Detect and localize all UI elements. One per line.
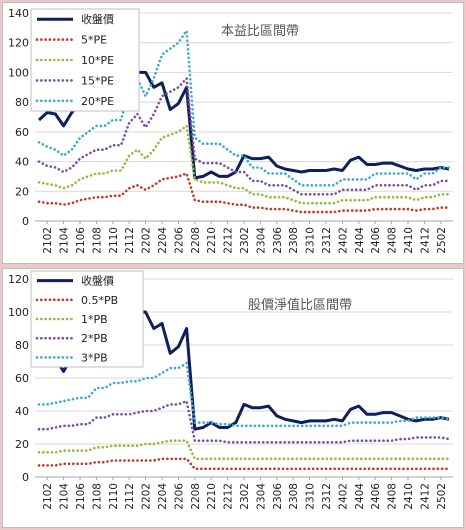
pb-band-chart-panel: 0 20 40 60 80 100 120 2102 2104 2106 2108 2110 2112 2… bbox=[2, 268, 464, 528]
legend-entry: 15*PE bbox=[81, 74, 114, 87]
series-line-4 bbox=[37, 27, 451, 187]
x-tick-label: 2208 bbox=[190, 227, 202, 254]
legend-box bbox=[30, 270, 144, 368]
legend-entry: 2*PB bbox=[81, 332, 108, 345]
x-tick-label: 2408 bbox=[387, 483, 399, 510]
series-line-1 bbox=[37, 457, 451, 471]
legend-entry: 3*PB bbox=[81, 351, 108, 364]
x-tick-label: 2502 bbox=[436, 227, 448, 254]
x-tick-label: 2104 bbox=[59, 227, 71, 254]
x-tick-label: 2108 bbox=[91, 483, 103, 510]
x-tick-label: 2210 bbox=[206, 483, 218, 510]
x-tick-label: 2404 bbox=[354, 483, 366, 510]
legend-entry: 收盤價 bbox=[81, 12, 114, 26]
x-tick-label: 2406 bbox=[370, 483, 382, 510]
x-tick-label: 2110 bbox=[108, 227, 120, 254]
x-tick-label: 2104 bbox=[59, 483, 71, 510]
y-tick-label: 20 bbox=[15, 438, 29, 451]
x-tick-label: 2308 bbox=[288, 483, 300, 510]
series-line-1 bbox=[37, 171, 451, 214]
x-tick-label: 2106 bbox=[75, 227, 87, 254]
legend-entry: 收盤價 bbox=[81, 274, 114, 288]
legend-entry: 0.5*PB bbox=[81, 294, 118, 307]
y-tick-label: 40 bbox=[15, 405, 29, 418]
y-tick-label: 0 bbox=[22, 471, 29, 484]
legend-entry: 20*PE bbox=[81, 95, 114, 108]
x-tick-label: 2204 bbox=[157, 483, 169, 510]
y-tick-label: 140 bbox=[8, 7, 29, 20]
x-tick-label: 2302 bbox=[239, 227, 251, 254]
pe-band-chart-panel: 0 20 40 60 80 100 120 140 2102 2104 2106 2108 2110 21… bbox=[2, 2, 464, 264]
chart-title: 本益比區間帶 bbox=[221, 24, 299, 39]
pb-band-chart: 0 20 40 60 80 100 120 2102 2104 2106 2108 2110 2112 2… bbox=[8, 270, 453, 510]
x-tick-label: 2308 bbox=[288, 227, 300, 254]
x-tick-label: 2304 bbox=[255, 483, 267, 510]
x-tick-label: 2306 bbox=[272, 483, 284, 510]
x-tick-label: 2310 bbox=[305, 483, 317, 510]
x-tick-label: 2412 bbox=[419, 227, 431, 254]
legend-entry: 5*PE bbox=[81, 34, 107, 47]
y-tick-label: 100 bbox=[8, 306, 29, 319]
x-tick-label: 2310 bbox=[305, 227, 317, 254]
x-tick-label: 2402 bbox=[337, 483, 349, 510]
y-tick-label: 120 bbox=[8, 37, 29, 50]
y-tick-label: 0 bbox=[22, 215, 29, 228]
series-line-2 bbox=[37, 123, 451, 205]
legend-entry: 1*PB bbox=[81, 313, 108, 326]
x-tick-label: 2410 bbox=[403, 483, 415, 510]
x-tick-label: 2212 bbox=[223, 227, 235, 254]
x-tick-label: 2112 bbox=[124, 483, 136, 510]
x-tick-label: 2210 bbox=[206, 227, 218, 254]
x-tick-label: 2106 bbox=[75, 483, 87, 510]
series-line-4 bbox=[37, 361, 451, 428]
x-tick-label: 2304 bbox=[255, 227, 267, 254]
x-tick-label: 2102 bbox=[42, 483, 54, 510]
x-tick-label: 2206 bbox=[173, 483, 185, 510]
x-tick-label: 2412 bbox=[419, 483, 431, 510]
x-tick-label: 2406 bbox=[370, 227, 382, 254]
x-tick-label: 2408 bbox=[387, 227, 399, 254]
x-tick-label: 2402 bbox=[337, 227, 349, 254]
x-tick-label: 2112 bbox=[124, 227, 136, 254]
x-tick-label: 2108 bbox=[91, 227, 103, 254]
y-tick-label: 80 bbox=[15, 339, 29, 352]
x-tick-label: 2212 bbox=[223, 483, 235, 510]
x-tick-label: 2410 bbox=[403, 227, 415, 254]
x-tick-label: 2306 bbox=[272, 227, 284, 254]
x-tick-label: 2206 bbox=[173, 227, 185, 254]
series-line-2 bbox=[37, 439, 451, 461]
y-tick-label: 20 bbox=[15, 185, 29, 198]
y-tick-label: 40 bbox=[15, 156, 29, 169]
x-tick-label: 2110 bbox=[108, 483, 120, 510]
x-tick-label: 2202 bbox=[141, 227, 153, 254]
y-tick-label: 60 bbox=[15, 372, 29, 385]
x-tick-label: 2302 bbox=[239, 483, 251, 510]
y-tick-label: 80 bbox=[15, 96, 29, 109]
x-tick-label: 2502 bbox=[436, 483, 448, 510]
x-tick-label: 2204 bbox=[157, 227, 169, 254]
series-line-3 bbox=[37, 75, 451, 196]
y-tick-label: 120 bbox=[8, 273, 29, 286]
pe-band-chart: 0 20 40 60 80 100 120 140 2102 2104 2106 2108 2110 21… bbox=[8, 7, 453, 254]
x-tick-label: 2312 bbox=[321, 483, 333, 510]
y-tick-label: 100 bbox=[8, 66, 29, 79]
chart-title: 股價淨值比區間帶 bbox=[248, 297, 352, 313]
y-tick-label: 60 bbox=[15, 126, 29, 139]
x-tick-label: 2202 bbox=[141, 483, 153, 510]
x-tick-label: 2312 bbox=[321, 227, 333, 254]
x-tick-label: 2102 bbox=[42, 227, 54, 254]
x-tick-label: 2208 bbox=[190, 483, 202, 510]
legend-entry: 10*PE bbox=[81, 54, 114, 67]
x-tick-label: 2404 bbox=[354, 227, 366, 254]
